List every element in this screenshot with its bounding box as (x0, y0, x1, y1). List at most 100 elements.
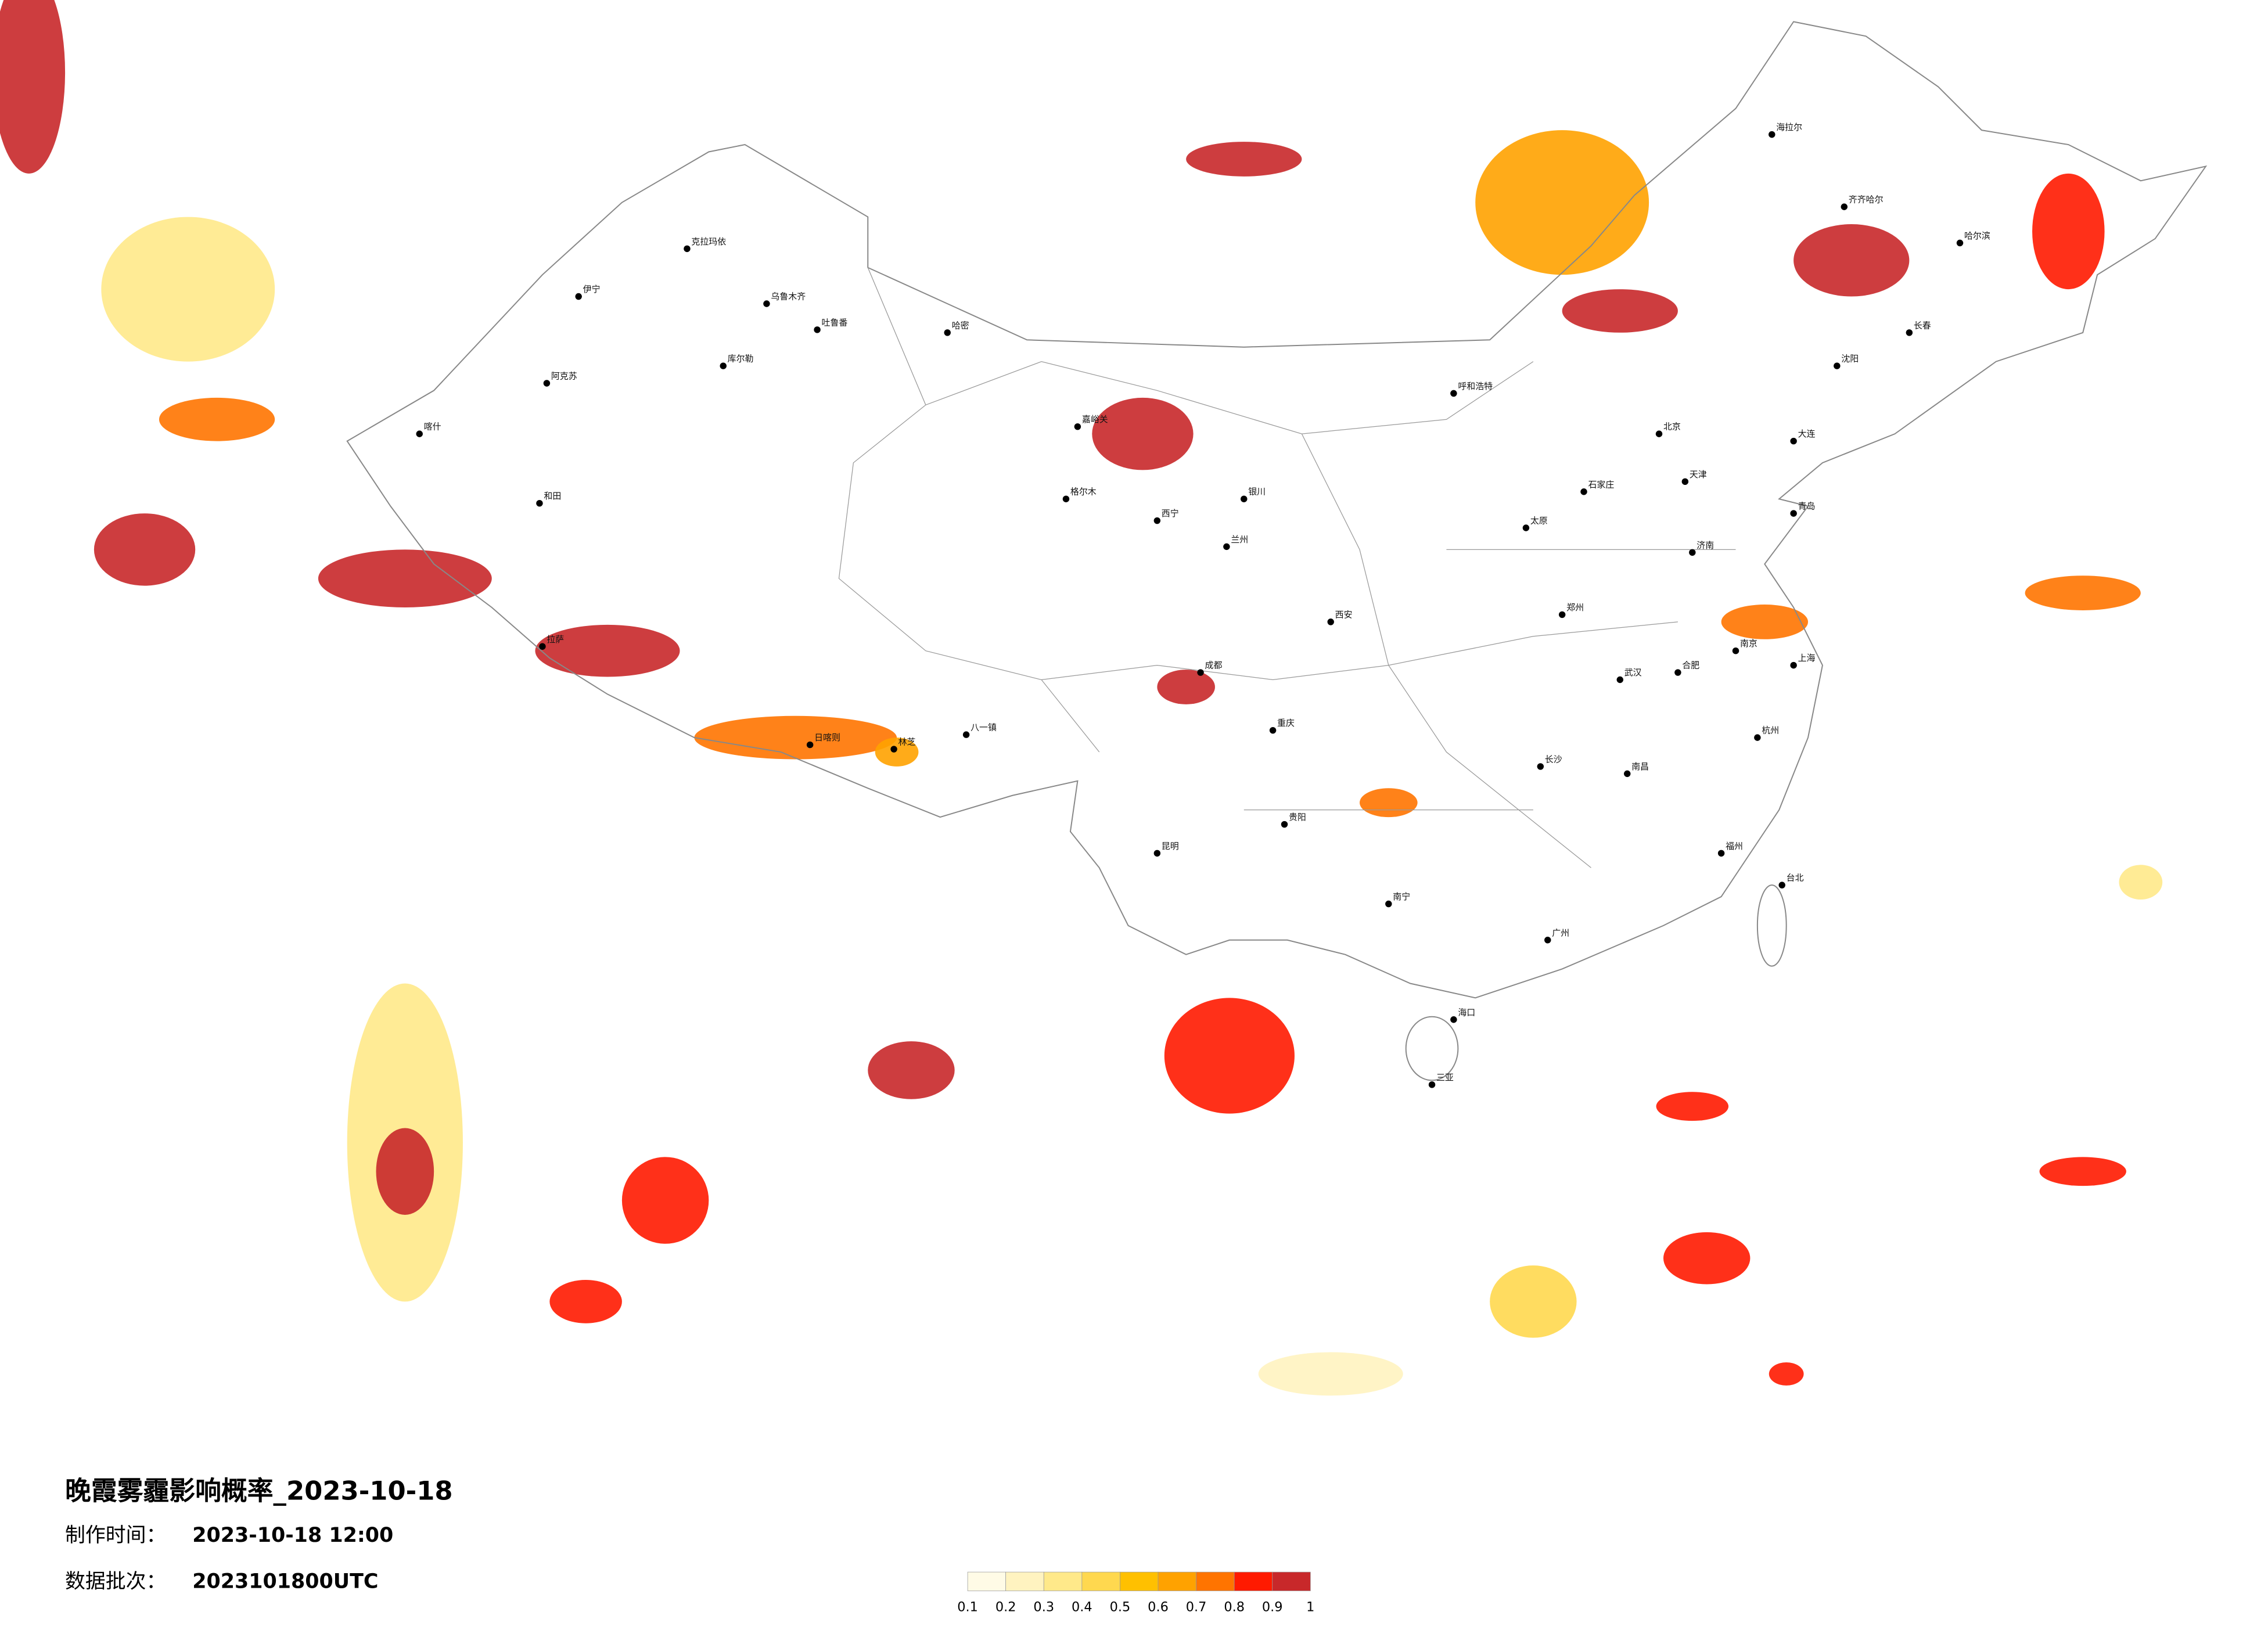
city-label: 日喀则 (814, 732, 840, 743)
city-label: 台北 (1787, 873, 1804, 883)
city-label: 石家庄 (1588, 479, 1614, 490)
city-dot (1681, 478, 1689, 485)
city-dot (1281, 821, 1288, 828)
city-dot (1655, 430, 1663, 437)
city-dot (543, 380, 551, 387)
colorbar-tick-label: 0.7 (1186, 1599, 1207, 1614)
city-dot (1558, 611, 1566, 618)
haze-patch (868, 1041, 955, 1099)
city-dot (1223, 543, 1230, 551)
colorbar-swatch (1158, 1571, 1196, 1591)
colorbar-swatch (1120, 1571, 1159, 1591)
city-label: 沈阳 (1841, 354, 1859, 364)
city-label: 合肥 (1682, 660, 1699, 671)
city-dot (1450, 390, 1457, 397)
city-dot (1385, 900, 1392, 908)
city-label: 长沙 (1545, 754, 1562, 764)
city-label: 成都 (1205, 660, 1223, 671)
haze-patch (549, 1280, 622, 1323)
hainan-outline (1405, 1016, 1459, 1081)
city-dot (1790, 437, 1797, 445)
city-label: 海口 (1458, 1007, 1475, 1017)
city-label: 三亚 (1436, 1072, 1454, 1082)
haze-patch (1793, 224, 1910, 297)
city-label: 伊宁 (583, 284, 601, 294)
city-dot (962, 731, 970, 738)
city-dot (890, 746, 897, 753)
city-dot (1153, 850, 1161, 857)
haze-patch (1164, 998, 1295, 1114)
made-label: 制作时间： (65, 1524, 166, 1547)
city-label: 嘉峪关 (1082, 414, 1108, 425)
city-dot (720, 362, 727, 369)
haze-patch (535, 624, 680, 677)
city-label: 喀什 (424, 422, 441, 432)
taiwan-outline (1756, 884, 1787, 967)
haze-patch (621, 1157, 709, 1244)
city-label: 克拉玛依 (691, 236, 726, 247)
city-label: 重庆 (1277, 718, 1295, 728)
haze-patch (101, 217, 275, 362)
city-label: 格尔木 (1070, 487, 1097, 497)
haze-patch (318, 549, 492, 607)
city-label: 哈尔滨 (1964, 231, 1990, 241)
city-dot (1841, 203, 1848, 210)
city-dot (1689, 549, 1696, 556)
city-label: 吐鲁番 (822, 317, 848, 328)
city-dot (1754, 734, 1761, 741)
city-dot (1580, 488, 1587, 495)
haze-patch (1475, 130, 1649, 275)
title: 晚霞雾霾影响概率_2023-10-18 (65, 1476, 453, 1506)
city-dot (944, 329, 951, 336)
colorbar-tick-label: 1 (1306, 1599, 1314, 1614)
colorbar-tick-label: 0.4 (1072, 1599, 1092, 1614)
colorbar-tick-label: 0.9 (1262, 1599, 1283, 1614)
city-label: 南京 (1740, 638, 1757, 649)
haze-patch (2032, 173, 2105, 290)
city-label: 贵阳 (1289, 812, 1306, 822)
city-dot (1327, 618, 1334, 625)
haze-patch (0, 0, 66, 174)
haze-patch (1258, 1352, 1403, 1396)
haze-patch (1092, 397, 1194, 470)
province-lines (838, 267, 1736, 868)
city-dot (1674, 669, 1681, 676)
city-label: 呼和浩特 (1458, 381, 1493, 391)
china-outline (346, 21, 2208, 999)
haze-field (0, 0, 2163, 1396)
city-label: 和田 (544, 491, 561, 501)
colorbar-tick-label: 0.6 (1148, 1599, 1169, 1614)
colorbar-tick-label: 0.2 (995, 1599, 1016, 1614)
batch-label: 数据批次： (65, 1570, 166, 1593)
haze-patch (94, 513, 196, 586)
city-label: 八一镇 (971, 722, 997, 733)
city-dot (1717, 850, 1725, 857)
city-dot (1906, 329, 1913, 336)
city-label: 广州 (1552, 927, 1569, 938)
city-dot (1269, 726, 1277, 734)
city-label: 南昌 (1631, 761, 1649, 772)
city-label: 太原 (1530, 516, 1548, 526)
haze-patch (2025, 575, 2141, 610)
haze-patch (1157, 670, 1215, 704)
city-dot (1074, 423, 1081, 430)
city-dot (1537, 763, 1544, 770)
city-label: 青岛 (1798, 501, 1816, 512)
city-label: 林芝 (898, 737, 916, 747)
haze-patch (1769, 1362, 1804, 1386)
city-dot (814, 326, 821, 333)
city-label: 福州 (1726, 841, 1743, 851)
haze-patch (875, 738, 919, 767)
city-label: 库尔勒 (728, 354, 754, 364)
city-dot (1522, 524, 1530, 531)
city-dot (1769, 131, 1775, 138)
colorbar-swatch (1196, 1571, 1235, 1591)
batch-value: 2023101800UTC (192, 1570, 378, 1593)
city-label: 拉萨 (547, 634, 564, 645)
colorbar-tick-label: 0.8 (1224, 1599, 1245, 1614)
city-dot (684, 245, 691, 253)
city-dot (1153, 517, 1161, 524)
